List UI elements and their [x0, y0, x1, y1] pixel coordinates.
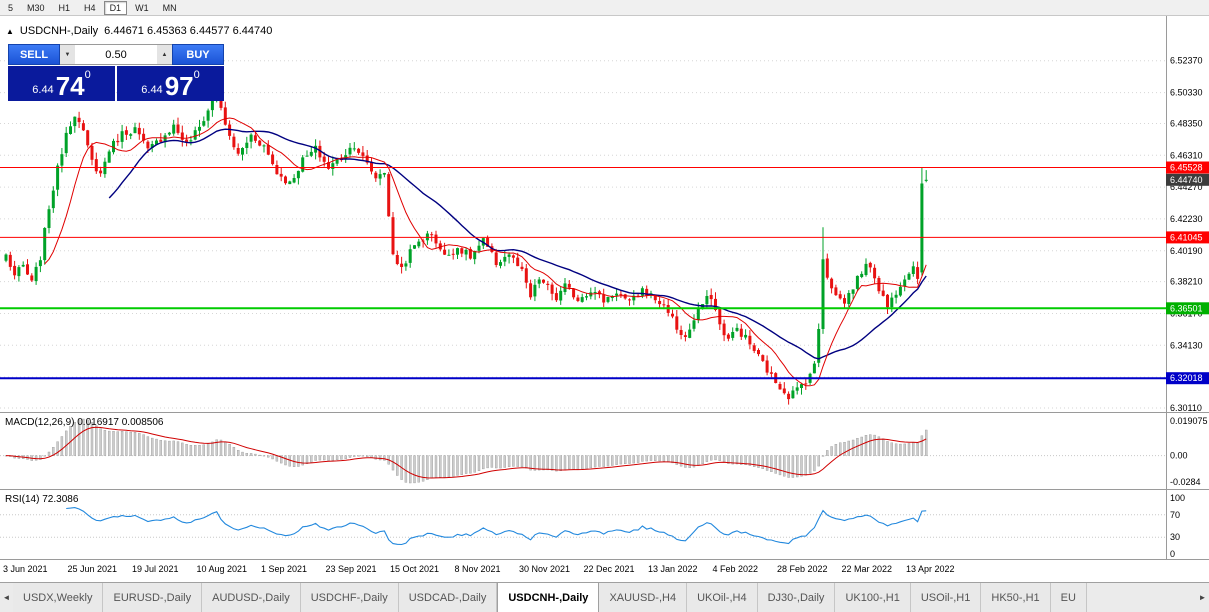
price-chart[interactable]: 6.52370 6.50330 6.48350 6.46310 6.44270 6.422…: [0, 16, 1209, 582]
svg-text:4 Feb 2022: 4 Feb 2022: [713, 564, 759, 574]
collapse-panel-icon[interactable]: ▲: [6, 26, 14, 36]
price-tags: 6.45528 6.44740 6.41045 6.36501 6.32018: [1166, 161, 1209, 385]
svg-text:0.00: 0.00: [1170, 451, 1188, 461]
chart-tab-usdx-weekly[interactable]: USDX,Weekly: [13, 583, 104, 612]
svg-text:13 Jan 2022: 13 Jan 2022: [648, 564, 698, 574]
ma-fast-line[interactable]: [44, 117, 927, 387]
macd-scale: 0.019075 0.00 -0.0284: [1170, 416, 1208, 487]
svg-text:6.48350: 6.48350: [1170, 119, 1203, 129]
svg-text:15 Oct 2021: 15 Oct 2021: [390, 564, 439, 574]
svg-text:6.52370: 6.52370: [1170, 56, 1203, 66]
svg-text:0: 0: [1170, 549, 1175, 559]
svg-text:10 Aug 2021: 10 Aug 2021: [197, 564, 248, 574]
chart-tab-audusd-daily[interactable]: AUDUSD-,Daily: [202, 583, 301, 612]
timeframe-button-group: 5 M30 H1 H4 D1 W1 MN: [2, 0, 183, 15]
buy-button[interactable]: BUY: [172, 44, 224, 65]
tab-list: USDX,Weekly EURUSD-,Daily AUDUSD-,Daily USD…: [13, 583, 1196, 612]
svg-text:28 Feb 2022: 28 Feb 2022: [777, 564, 828, 574]
timeframe-button-w1[interactable]: W1: [135, 2, 149, 13]
trade-controls-row: SELL ▼ ▲ BUY: [8, 44, 224, 65]
tab-scroll-right-button[interactable]: ►: [1198, 593, 1207, 602]
candlestick-series: [4, 76, 928, 405]
symbol-label: USDCNH-,Daily: [19, 25, 99, 37]
chart-tab-ukoil-h4[interactable]: UKOil-,H4: [687, 583, 758, 612]
ma-slow-line[interactable]: [108, 128, 927, 360]
svg-text:1 Sep 2021: 1 Sep 2021: [261, 564, 307, 574]
chart-tab-usdcnh-daily[interactable]: USDCNH-,Daily: [497, 583, 600, 612]
chart-tab-dj30-daily[interactable]: DJ30-,Daily: [757, 583, 836, 612]
timeframe-button-h1[interactable]: H1: [58, 2, 71, 13]
timeframe-button-m30[interactable]: M30: [27, 2, 45, 13]
svg-text:-0.0284: -0.0284: [1170, 477, 1201, 487]
timeframe-button-mn[interactable]: MN: [162, 2, 177, 13]
one-click-trading-panel: SELL ▼ ▲ BUY 6.44 74 0 6.44 97 0: [8, 44, 224, 101]
svg-text:19 Jul 2021: 19 Jul 2021: [132, 564, 179, 574]
chart-tab-uk100-h1[interactable]: UK100-,H1: [835, 583, 911, 612]
volume-input[interactable]: [75, 44, 157, 65]
sell-price-big-digits: 74: [55, 71, 85, 101]
svg-text:100: 100: [1170, 493, 1185, 503]
svg-text:6.38210: 6.38210: [1170, 277, 1203, 287]
buy-price-big-digits: 97: [164, 71, 194, 101]
svg-text:6.40190: 6.40190: [1170, 246, 1203, 256]
trade-prices-row: 6.44 74 0 6.44 97 0: [8, 66, 224, 101]
svg-text:22 Mar 2022: 22 Mar 2022: [842, 564, 893, 574]
buy-price-display[interactable]: 6.44 97 0: [117, 66, 224, 101]
svg-text:23 Sep 2021: 23 Sep 2021: [326, 564, 377, 574]
chart-tab-usdchf-daily[interactable]: USDCHF-,Daily: [300, 583, 399, 612]
chart-tab-usdcad-daily[interactable]: USDCAD-,Daily: [398, 583, 498, 612]
date-axis[interactable]: 3 Jun 2021 25 Jun 2021 19 Jul 2021 10 Aug 2…: [3, 564, 955, 574]
svg-text:8 Nov 2021: 8 Nov 2021: [455, 564, 501, 574]
chart-tab-bar: ◄ USDX,Weekly EURUSD-,Daily AUDUSD-,Daily U…: [0, 582, 1209, 612]
svg-text:6.34130: 6.34130: [1170, 340, 1203, 350]
timeframe-button-5[interactable]: 5: [8, 2, 14, 13]
sell-price-prefix: 6.44: [32, 84, 54, 96]
svg-text:25 Jun 2021: 25 Jun 2021: [68, 564, 118, 574]
svg-text:6.30110: 6.30110: [1170, 403, 1202, 413]
svg-text:30 Nov 2021: 30 Nov 2021: [519, 564, 570, 574]
svg-text:6.45528: 6.45528: [1170, 163, 1203, 173]
svg-text:6.50330: 6.50330: [1170, 88, 1203, 98]
svg-text:70: 70: [1170, 510, 1180, 520]
rsi-line: [66, 507, 927, 546]
volume-increase-button[interactable]: ▲: [157, 44, 172, 65]
svg-text:6.36501: 6.36501: [1170, 303, 1203, 313]
svg-text:6.32018: 6.32018: [1170, 373, 1203, 383]
svg-text:3 Jun 2021: 3 Jun 2021: [3, 564, 48, 574]
sell-price-point-digit: 0: [84, 69, 91, 81]
ohlc-values: 6.44671 6.45363 6.44577 6.44740: [104, 25, 273, 37]
buy-price-point-digit: 0: [193, 69, 200, 81]
chart-tab-eurusd-daily[interactable]: EURUSD-,Daily: [103, 583, 203, 612]
svg-text:13 Apr 2022: 13 Apr 2022: [906, 564, 955, 574]
macd-indicator-label: MACD(12,26,9) 0.016917 0.008506: [5, 417, 164, 428]
buy-price-prefix: 6.44: [141, 84, 163, 96]
svg-text:0.019075: 0.019075: [1170, 416, 1208, 426]
chart-tab-xauusd-h4[interactable]: XAUUSD-,H4: [599, 583, 688, 612]
sell-button[interactable]: SELL: [8, 44, 60, 65]
sell-price-display[interactable]: 6.44 74 0: [8, 66, 115, 101]
svg-text:22 Dec 2021: 22 Dec 2021: [584, 564, 635, 574]
timeframe-button-d1[interactable]: D1: [103, 0, 128, 15]
macd-signal-line: [5, 426, 927, 479]
chart-tab-eu[interactable]: EU: [1050, 583, 1087, 612]
svg-text:6.44740: 6.44740: [1170, 175, 1203, 185]
price-gridlines: [0, 60, 1166, 409]
chart-tab-hk50-h1[interactable]: HK50-,H1: [981, 583, 1051, 612]
svg-text:6.42230: 6.42230: [1170, 214, 1203, 224]
rsi-scale: 100 70 30 0: [1170, 493, 1185, 559]
svg-text:6.44270: 6.44270: [1170, 182, 1203, 192]
timeframe-button-h4[interactable]: H4: [84, 2, 96, 13]
tab-scroll-left-button[interactable]: ◄: [2, 593, 11, 602]
macd-histogram: [4, 418, 928, 484]
svg-text:6.46310: 6.46310: [1170, 150, 1203, 160]
rsi-indicator-label: RSI(14) 72.3086: [5, 494, 79, 505]
chart-header: ▲ USDCNH-,Daily 6.44671 6.45363 6.44577 …: [6, 25, 272, 37]
svg-text:6.41045: 6.41045: [1170, 232, 1203, 242]
chart-tab-usoil-h1[interactable]: USOil-,H1: [910, 583, 982, 612]
svg-text:30: 30: [1170, 532, 1180, 542]
timeframe-toolbar: 5 M30 H1 H4 D1 W1 MN: [0, 0, 1209, 16]
volume-decrease-button[interactable]: ▼: [60, 44, 75, 65]
